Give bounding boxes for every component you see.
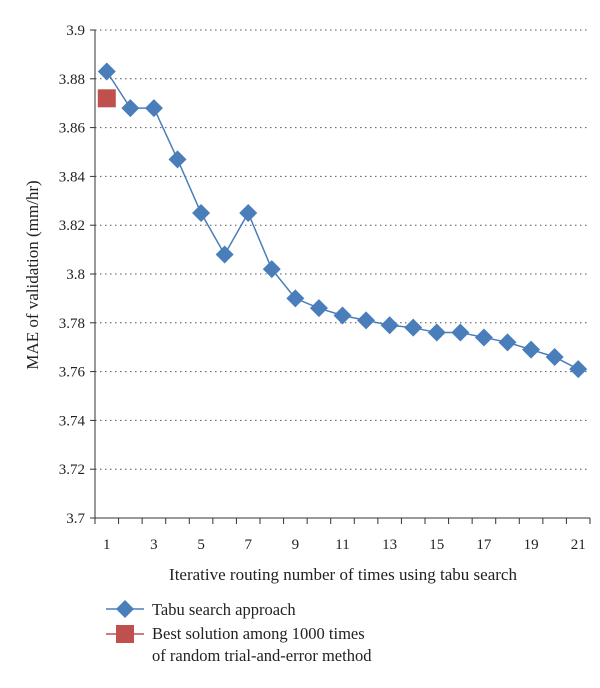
y-tick-label: 3.84 — [59, 169, 86, 185]
data-point-diamond — [144, 99, 163, 118]
y-axis-title: MAE of validation (mm/hr) — [23, 180, 42, 369]
legend: Tabu search approach Best solution among… — [106, 600, 372, 665]
data-point-diamond — [333, 306, 352, 325]
y-tick-label: 3.76 — [59, 365, 86, 381]
x-tick-label: 15 — [429, 537, 444, 553]
data-point-diamond — [498, 333, 517, 352]
legend-best-square-icon — [116, 625, 134, 643]
x-tick-label: 13 — [382, 537, 397, 553]
legend-item-tabu: Tabu search approach — [106, 600, 296, 619]
grid-lines — [95, 29, 590, 470]
data-point-diamond — [97, 62, 116, 81]
legend-tabu-diamond-icon — [116, 600, 134, 618]
data-point-diamond — [215, 245, 234, 264]
data-point-diamond — [427, 323, 446, 342]
data-point-diamond — [451, 323, 470, 342]
data-point-diamond — [522, 340, 541, 359]
data-point-diamond — [168, 150, 187, 169]
series-markers — [97, 62, 588, 379]
x-tick-label: 3 — [150, 537, 158, 553]
y-tick-label: 3.78 — [59, 316, 85, 332]
y-axis-ticks: 3.9 3.88 3.86 3.84 3.82 3.8 3.78 3.76 3.74 3.72 3.… — [59, 23, 95, 527]
data-point-diamond — [569, 360, 588, 379]
data-point-diamond — [380, 316, 399, 335]
legend-item-best: Best solution among 1000 times of random… — [106, 624, 372, 665]
x-tick-label: 11 — [335, 537, 349, 553]
y-tick-label: 3.82 — [59, 218, 85, 234]
y-tick-label: 3.7 — [66, 511, 85, 527]
data-point-diamond — [239, 204, 258, 222]
x-tick-label: 7 — [244, 537, 252, 553]
legend-best-label-line2: of random trial-and-error method — [152, 646, 372, 665]
y-tick-label: 3.9 — [66, 23, 85, 39]
x-axis-title: Iterative routing number of times using … — [169, 565, 517, 584]
x-tick-label: 21 — [571, 537, 586, 553]
series-lines — [106, 71, 579, 370]
data-point-diamond — [192, 204, 211, 222]
y-tick-label: 3.88 — [59, 72, 85, 88]
x-tick-label: 9 — [292, 537, 300, 553]
series-line-0 — [106, 71, 579, 370]
data-point-diamond — [357, 311, 376, 330]
y-tick-label: 3.86 — [59, 121, 86, 137]
data-point-diamond — [474, 328, 493, 347]
data-point-diamond — [309, 299, 328, 318]
x-tick-label: 19 — [524, 537, 539, 553]
y-tick-label: 3.74 — [59, 413, 86, 429]
legend-best-label-line1: Best solution among 1000 times — [152, 624, 365, 643]
x-axis-ticks: 1 3 5 7 9 11 13 15 17 19 21 — [94, 518, 591, 553]
data-point-diamond — [262, 260, 281, 279]
y-tick-label: 3.8 — [66, 267, 85, 283]
data-point-square — [97, 89, 116, 108]
x-tick-label: 5 — [197, 537, 205, 553]
legend-tabu-label: Tabu search approach — [152, 600, 296, 619]
data-point-diamond — [545, 347, 564, 366]
data-point-diamond — [404, 318, 423, 337]
data-point-diamond — [121, 99, 140, 118]
y-tick-label: 3.72 — [59, 462, 85, 478]
x-tick-label: 17 — [476, 537, 492, 553]
x-tick-label: 1 — [103, 537, 111, 553]
data-point-diamond — [286, 289, 305, 308]
